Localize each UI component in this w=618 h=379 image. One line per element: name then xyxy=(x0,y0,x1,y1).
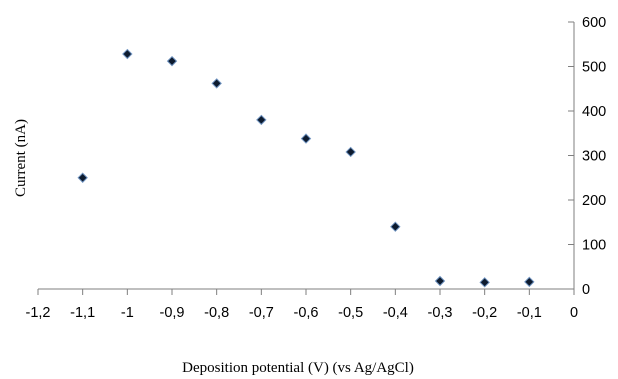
y-axis-title: Current (nA) xyxy=(13,119,29,197)
data-point xyxy=(77,172,88,183)
data-points xyxy=(77,48,535,288)
y-tick-label: 500 xyxy=(582,60,606,76)
x-tick-label: -0,4 xyxy=(383,305,408,321)
data-point xyxy=(390,221,401,232)
y-axis-ticks: 0 100 200 300 400 500 600 xyxy=(568,15,606,298)
data-point xyxy=(479,277,490,288)
y-tick-label: 0 xyxy=(582,282,590,298)
data-point xyxy=(345,146,356,158)
y-tick-label: 200 xyxy=(582,193,606,209)
y-tick-label: 100 xyxy=(582,238,606,254)
data-point xyxy=(166,55,178,67)
y-tick-label: 600 xyxy=(582,15,606,31)
x-tick-label: -0,6 xyxy=(294,305,319,321)
x-tick-label: -0,9 xyxy=(160,305,185,321)
x-tick-label: -1 xyxy=(121,305,134,321)
x-tick-label: 0 xyxy=(570,305,578,321)
data-point xyxy=(524,276,535,288)
x-tick-label: -1,1 xyxy=(70,305,95,321)
data-point xyxy=(434,275,446,287)
x-axis-ticks: -1,2 -1,1 -1 -0,9 -0,8 -0,7 -0,6 -0,5 -0,4 -0,3 -0… xyxy=(26,289,578,321)
data-point xyxy=(211,78,222,89)
x-tick-label: -0,5 xyxy=(338,305,363,321)
x-tick-label: -0,3 xyxy=(428,305,453,321)
axes xyxy=(38,22,575,290)
x-tick-label: -0,1 xyxy=(517,305,542,321)
y-tick-label: 300 xyxy=(582,149,606,165)
x-tick-label: -0,8 xyxy=(204,305,229,321)
y-tick-label: 400 xyxy=(582,104,606,120)
x-tick-label: -0,7 xyxy=(249,305,274,321)
data-point xyxy=(256,114,267,126)
data-point xyxy=(300,133,312,144)
x-tick-label: -0,2 xyxy=(472,305,497,321)
x-tick-label: -1,2 xyxy=(26,305,51,321)
data-point xyxy=(122,48,133,60)
x-axis-title: Deposition potential (V) (vs Ag/AgCl) xyxy=(182,360,414,376)
